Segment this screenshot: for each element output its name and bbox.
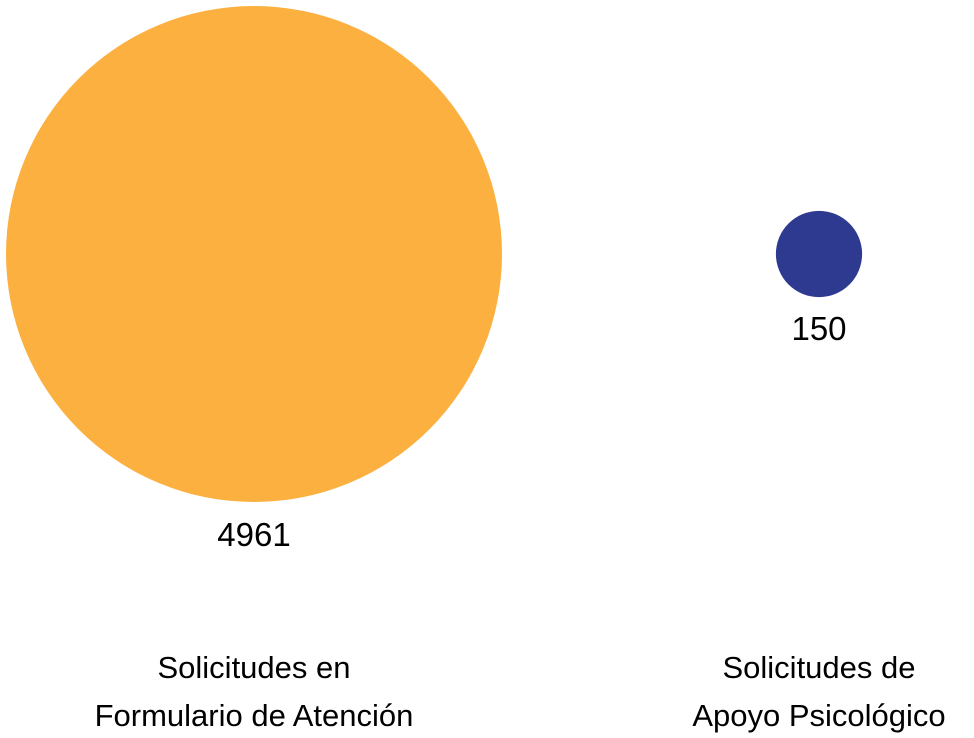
value-label-apoyo-psicologico: 150 [791, 310, 846, 347]
value-label-formulario-atencion: 4961 [217, 516, 290, 553]
bubble-apoyo-psicologico [775, 210, 863, 298]
category-label-apoyo-psicologico-line2: Apoyo Psicológico [692, 698, 945, 733]
category-label-formulario-atencion-line1: Solicitudes en [157, 650, 350, 685]
category-label-apoyo-psicologico-line1: Solicitudes de [722, 650, 915, 685]
bubble-formulario-atencion [6, 6, 502, 502]
category-label-formulario-atencion-line2: Formulario de Atención [95, 698, 414, 733]
